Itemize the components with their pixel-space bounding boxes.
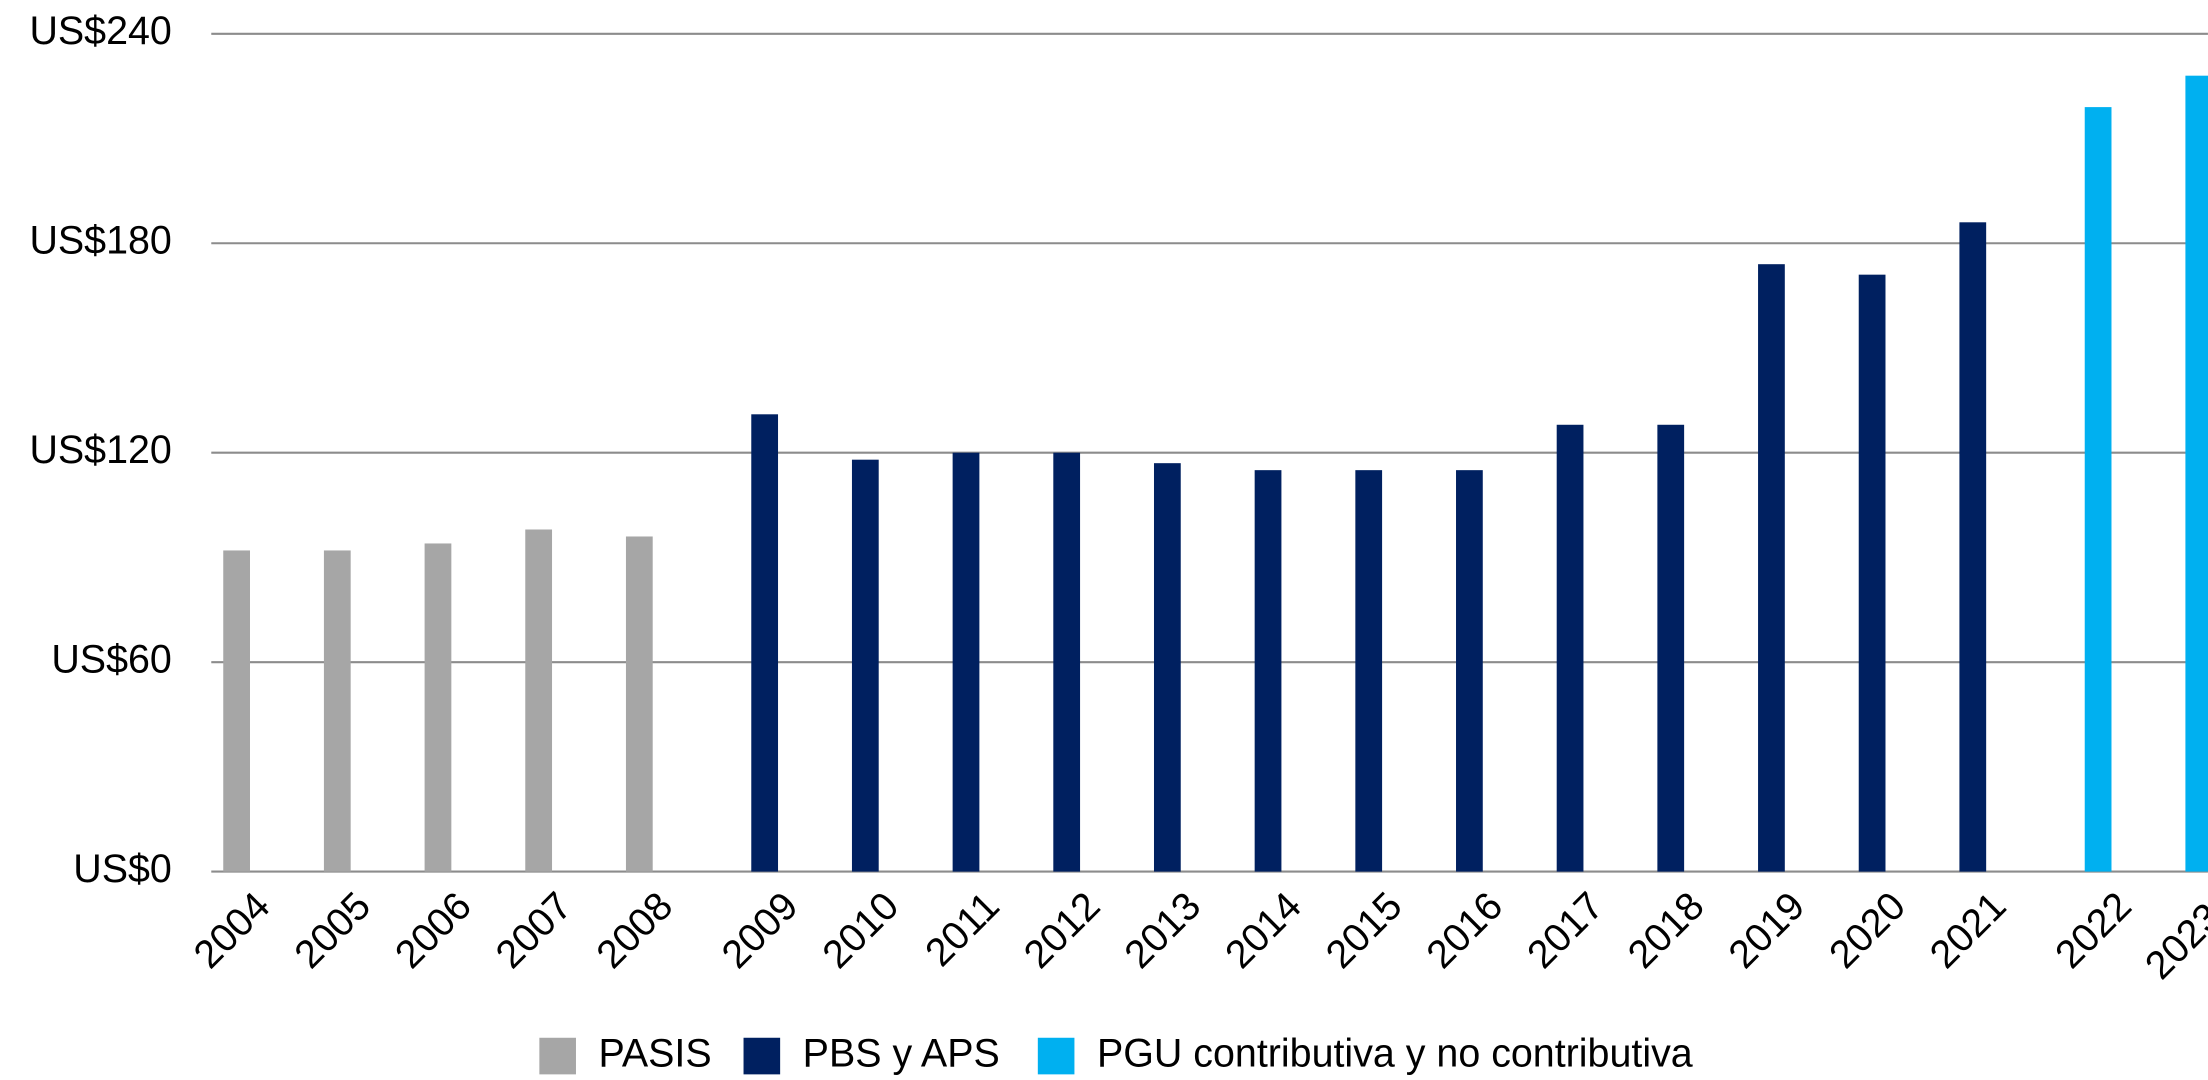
bar bbox=[625, 536, 653, 872]
x-tick-label: 2019 bbox=[1720, 884, 1813, 977]
x-tick-label: 2009 bbox=[713, 884, 806, 977]
x-tick-label: 2007 bbox=[487, 884, 580, 977]
x-tick-label: 2010 bbox=[814, 884, 907, 977]
y-tick-label: US$240 bbox=[29, 9, 171, 53]
y-tick-label: US$180 bbox=[29, 219, 171, 263]
bar bbox=[424, 543, 452, 872]
bar bbox=[751, 414, 779, 872]
bar bbox=[1858, 274, 1886, 872]
x-tick-label: 2012 bbox=[1015, 884, 1108, 977]
bar bbox=[323, 550, 351, 872]
legend-swatch bbox=[1037, 1037, 1075, 1075]
x-tick-label: 2011 bbox=[917, 884, 1008, 975]
x-tick-label: 2015 bbox=[1317, 884, 1410, 977]
bar bbox=[1254, 470, 1282, 872]
bar bbox=[2084, 107, 2112, 872]
x-tick-label: 2022 bbox=[2047, 884, 2140, 977]
x-tick-label: 2005 bbox=[286, 884, 379, 977]
x-tick-label: 2020 bbox=[1821, 884, 1914, 977]
y-tick-label: US$60 bbox=[51, 638, 172, 682]
bar bbox=[1556, 424, 1584, 872]
bar bbox=[223, 550, 250, 872]
x-tick-label: 2014 bbox=[1217, 884, 1310, 977]
legend-label: PGU contributiva y no contributiva bbox=[1097, 1031, 1693, 1075]
bar bbox=[1657, 424, 1685, 872]
bar bbox=[1758, 264, 1785, 872]
x-tick-label: 2023* bbox=[2137, 884, 2208, 988]
x-tick-label: 2004 bbox=[185, 884, 278, 977]
bar bbox=[2185, 75, 2208, 872]
x-tick-label: 2008 bbox=[588, 884, 681, 977]
bar bbox=[1355, 470, 1383, 872]
x-tick-label: 2018 bbox=[1620, 884, 1713, 977]
x-tick-label: 2021 bbox=[1922, 884, 2015, 977]
x-tick-label: 2013 bbox=[1116, 884, 1209, 977]
bar bbox=[1959, 222, 1987, 872]
bar bbox=[1153, 463, 1181, 872]
bar bbox=[1456, 470, 1483, 872]
x-tick-label: 2017 bbox=[1519, 884, 1612, 977]
x-tick-label: 2016 bbox=[1418, 884, 1511, 977]
legend-label: PBS y APS bbox=[803, 1031, 1000, 1075]
y-tick-label: US$0 bbox=[73, 847, 172, 891]
legend-swatch bbox=[743, 1037, 781, 1075]
x-tick-label: 2006 bbox=[387, 884, 480, 977]
bar bbox=[525, 529, 553, 872]
bar bbox=[952, 452, 980, 872]
legend-swatch bbox=[539, 1037, 576, 1075]
bar bbox=[851, 459, 879, 872]
y-tick-label: US$120 bbox=[29, 428, 171, 472]
legend-label: PASIS bbox=[598, 1031, 711, 1075]
bar bbox=[1053, 452, 1081, 872]
